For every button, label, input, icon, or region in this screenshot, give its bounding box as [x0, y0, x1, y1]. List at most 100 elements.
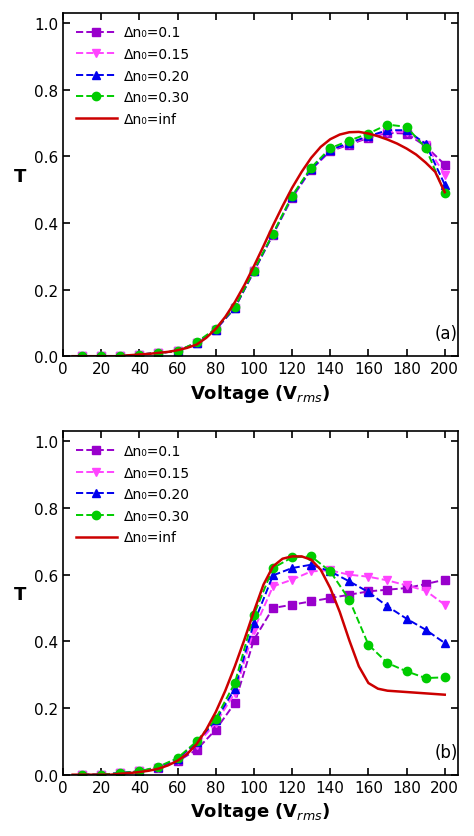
Δn₀=inf [261, 580, 266, 590]
Δn₀=0.15 [79, 352, 85, 362]
Δn₀=0.15 [328, 566, 333, 576]
X-axis label: Voltage (V$_{rms}$): Voltage (V$_{rms}$) [191, 800, 331, 822]
Δn₀=0.1 [384, 129, 390, 139]
Δn₀=0.30 [155, 762, 161, 772]
Δn₀=0.20 [365, 588, 371, 598]
Δn₀=0.30 [175, 347, 181, 357]
Δn₀=0.20 [308, 560, 314, 570]
Δn₀=0.30 [99, 770, 104, 780]
Δn₀=0.30 [194, 737, 200, 747]
Δn₀=0.20 [365, 132, 371, 142]
Δn₀=0.20 [155, 349, 161, 359]
Δn₀=0.1 [99, 352, 104, 362]
Δn₀=inf [270, 562, 276, 572]
Δn₀=0.1 [175, 757, 181, 767]
Δn₀=0.30 [404, 666, 410, 676]
Δn₀=0.20 [99, 770, 104, 780]
Δn₀=0.20 [423, 625, 428, 635]
Δn₀=0.20 [155, 762, 161, 772]
Δn₀=0.20 [270, 571, 276, 581]
Δn₀=0.15 [213, 718, 219, 728]
Δn₀=0.15 [99, 770, 104, 780]
Δn₀=0.20 [308, 165, 314, 175]
Δn₀=0.1 [404, 584, 410, 594]
Δn₀=0.30 [346, 136, 352, 146]
Δn₀=0.30 [155, 349, 161, 359]
Δn₀=0.30 [213, 714, 219, 724]
Δn₀=0.1 [404, 130, 410, 140]
Δn₀=inf [337, 607, 343, 617]
Δn₀=inf [423, 158, 428, 168]
Δn₀=0.15 [155, 763, 161, 773]
Δn₀=0.20 [213, 325, 219, 335]
Δn₀=inf [222, 686, 228, 696]
Δn₀=inf [127, 768, 133, 778]
Δn₀=0.1 [346, 590, 352, 600]
Δn₀=0.15 [194, 339, 200, 349]
Δn₀=0.1 [79, 352, 85, 362]
Δn₀=0.30 [232, 678, 237, 688]
Δn₀=0.1 [213, 725, 219, 735]
Δn₀=inf [289, 184, 295, 194]
Δn₀=inf [222, 313, 228, 323]
Δn₀=inf [242, 635, 247, 645]
Δn₀=inf [308, 555, 314, 565]
Δn₀=0.1 [232, 303, 237, 314]
Line: Δn₀=0.30: Δn₀=0.30 [78, 553, 449, 779]
Line: Δn₀=0.30: Δn₀=0.30 [78, 121, 449, 361]
Δn₀=inf [155, 349, 161, 359]
Δn₀=inf [356, 128, 362, 138]
Δn₀=0.1 [137, 350, 142, 360]
Δn₀=inf [413, 688, 419, 698]
Δn₀=0.20 [384, 126, 390, 136]
Δn₀=0.1 [423, 579, 428, 589]
Δn₀=0.15 [365, 133, 371, 143]
Δn₀=0.1 [328, 147, 333, 157]
Δn₀=inf [118, 352, 123, 362]
Δn₀=0.15 [442, 171, 447, 181]
Δn₀=0.15 [99, 352, 104, 362]
Δn₀=0.15 [79, 770, 85, 780]
Δn₀=0.1 [270, 230, 276, 240]
Δn₀=inf [432, 689, 438, 699]
Δn₀=0.1 [384, 585, 390, 595]
Line: Δn₀=0.15: Δn₀=0.15 [78, 129, 449, 361]
Δn₀=0.15 [365, 572, 371, 582]
Δn₀=inf [394, 140, 400, 150]
Δn₀=0.1 [270, 604, 276, 614]
Δn₀=0.20 [289, 192, 295, 202]
Δn₀=inf [442, 188, 447, 198]
Δn₀=inf [328, 584, 333, 594]
Δn₀=0.1 [155, 763, 161, 773]
Δn₀=0.15 [308, 165, 314, 175]
Δn₀=inf [280, 202, 285, 212]
Δn₀=0.30 [270, 229, 276, 239]
Δn₀=inf [384, 135, 390, 145]
Δn₀=inf [165, 761, 171, 771]
Δn₀=0.30 [137, 767, 142, 777]
Δn₀=0.1 [442, 161, 447, 171]
Δn₀=inf [165, 348, 171, 358]
Δn₀=inf [299, 552, 304, 562]
Δn₀=0.20 [137, 350, 142, 360]
Δn₀=0.30 [308, 163, 314, 173]
Δn₀=0.15 [328, 146, 333, 156]
Legend: Δn₀=0.1, Δn₀=0.15, Δn₀=0.20, Δn₀=0.30, Δn₀=inf: Δn₀=0.1, Δn₀=0.15, Δn₀=0.20, Δn₀=0.30, Δ… [70, 439, 196, 550]
Δn₀=inf [108, 352, 114, 362]
Δn₀=0.20 [213, 716, 219, 726]
Δn₀=0.20 [384, 602, 390, 612]
Δn₀=0.1 [118, 768, 123, 778]
Δn₀=0.15 [270, 230, 276, 240]
Δn₀=inf [194, 739, 200, 749]
Line: Δn₀=0.1: Δn₀=0.1 [78, 130, 449, 361]
Δn₀=0.30 [213, 324, 219, 334]
Δn₀=inf [280, 554, 285, 564]
Δn₀=inf [89, 770, 94, 780]
Δn₀=0.30 [346, 595, 352, 605]
Δn₀=inf [365, 678, 371, 688]
Δn₀=0.30 [289, 553, 295, 563]
Δn₀=0.1 [442, 575, 447, 585]
Δn₀=inf [318, 565, 324, 575]
Δn₀=0.1 [251, 267, 257, 277]
X-axis label: Voltage (V$_{rms}$): Voltage (V$_{rms}$) [191, 382, 331, 404]
